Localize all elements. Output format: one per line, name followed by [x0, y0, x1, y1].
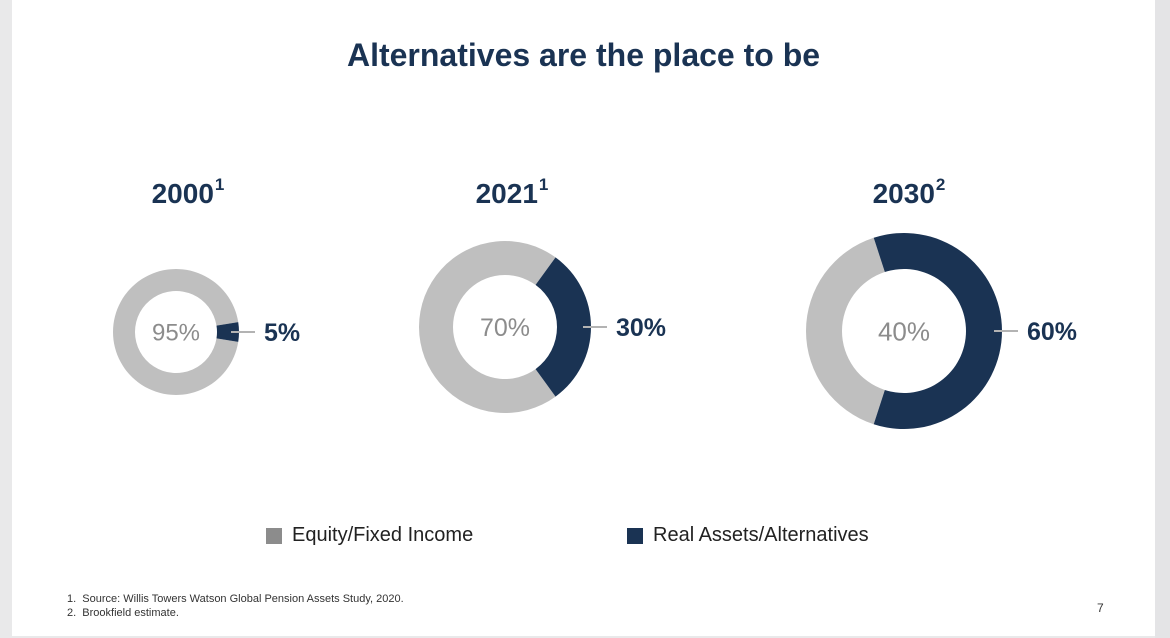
donut-slice-equity-2030 — [805, 237, 885, 425]
footnote-1: 1. Source: Willis Towers Watson Global P… — [67, 593, 404, 605]
donut-slice-alternatives-2021 — [535, 257, 592, 397]
center-label-2021: 70% — [480, 314, 530, 342]
donut-slice-alternatives-2030 — [873, 233, 1002, 429]
legend-item-equity: Equity/Fixed Income — [266, 524, 473, 547]
center-label-2000: 95% — [152, 320, 200, 347]
chart-title-2030: 20302 — [872, 175, 946, 209]
center-label-2030: 40% — [878, 316, 930, 346]
donut-slice-equity-2021 — [419, 240, 556, 413]
donut-charts: 95% 5% 70% 30% 40% 60% — [113, 233, 1077, 429]
legend-swatch-alternatives — [627, 527, 643, 544]
slide-title: Alternatives are the place to be — [346, 37, 821, 73]
footnote-2: 2. Brookfield estimate. — [67, 607, 179, 619]
chart-title-2000: 20001 — [151, 175, 225, 209]
donut-slice-alternatives-2000 — [216, 322, 240, 342]
legend-item-alternatives: Real Assets/Alternatives — [627, 524, 869, 547]
page-number: 7 — [1097, 601, 1104, 615]
window-edge — [1155, 0, 1170, 638]
legend-label-alternatives: Real Assets/Alternatives — [653, 524, 869, 546]
outer-label-2030: 60% — [1027, 318, 1077, 346]
slide: Alternatives are the place to be 20001 2… — [12, 0, 1155, 636]
legend-label-equity: Equity/Fixed Income — [292, 524, 474, 546]
outer-label-2000: 5% — [264, 319, 300, 347]
donut-slice-equity-2000 — [113, 269, 239, 396]
outer-label-2021: 30% — [616, 314, 666, 342]
legend-swatch-equity — [266, 527, 282, 544]
chart-title-2021: 20211 — [475, 175, 549, 209]
